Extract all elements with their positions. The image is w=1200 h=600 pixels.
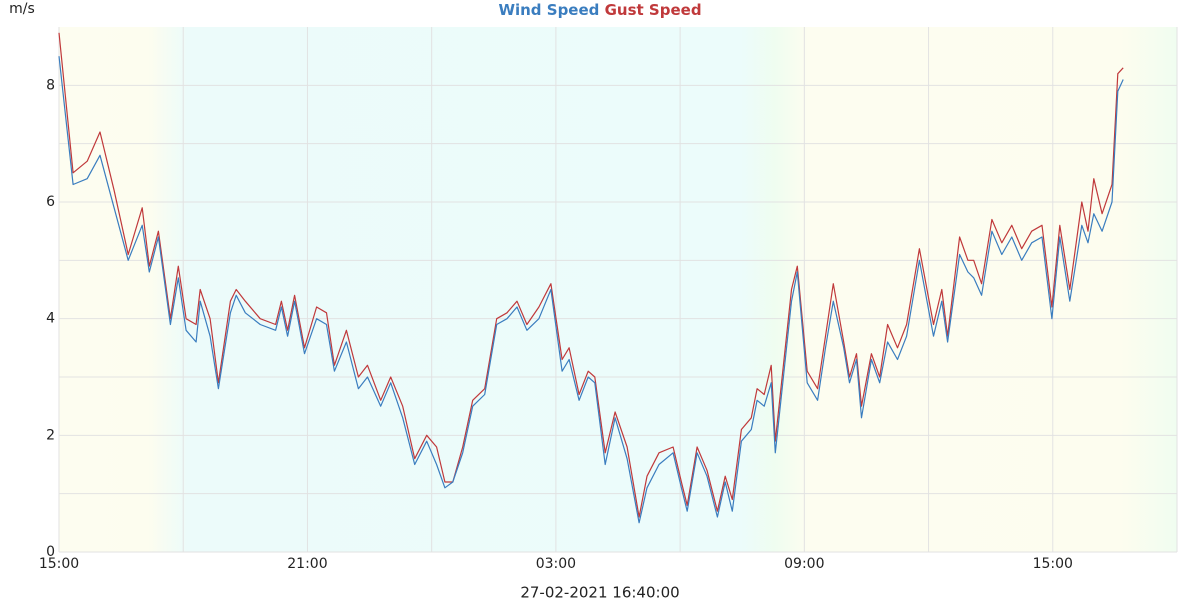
y-tick-label: 6 [46, 194, 55, 210]
legend-entry: Gust Speed [605, 1, 702, 19]
x-tick-label: 09:00 [784, 556, 824, 572]
y-axis-label: m/s [9, 1, 35, 17]
y-tick-label: 4 [46, 311, 55, 327]
plot-background [59, 27, 1177, 552]
y-tick-label: 8 [46, 77, 55, 93]
x-tick-label: 03:00 [536, 556, 576, 572]
caption: 27-02-2021 16:40:00 [520, 584, 679, 600]
x-tick-label: 15:00 [1033, 556, 1073, 572]
legend: Wind Speed Gust Speed [498, 1, 701, 19]
series-line [58, 56, 1124, 524]
legend-entry: Wind Speed [498, 1, 599, 19]
y-tick-label: 0 [46, 544, 55, 560]
y-tick-label: 2 [46, 427, 55, 443]
series-line [58, 32, 1124, 518]
x-tick-label: 15:00 [39, 556, 79, 572]
x-tick-label: 21:00 [287, 556, 327, 572]
